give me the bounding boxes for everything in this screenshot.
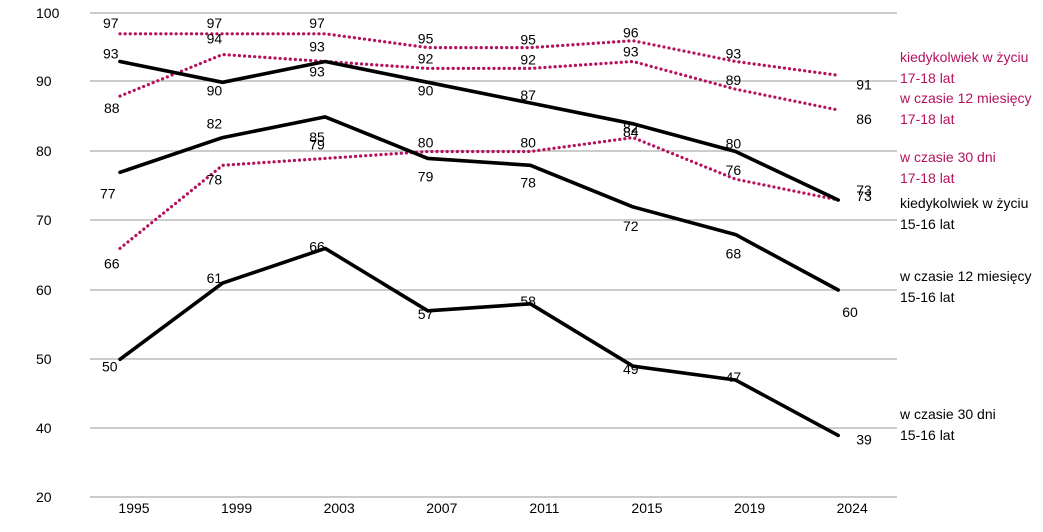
data-label-s6-1995: 50 bbox=[102, 358, 118, 374]
data-label-s6-2019: 47 bbox=[726, 369, 742, 385]
data-label-s3-1995: 66 bbox=[104, 255, 120, 271]
series-line-4 bbox=[118, 59, 841, 202]
x-tick-label-1995: 1995 bbox=[118, 500, 149, 516]
data-label-s4-2015: 84 bbox=[623, 124, 639, 140]
data-label-s1-2011: 95 bbox=[520, 32, 536, 48]
series-line-5 bbox=[118, 115, 841, 292]
data-label-s3-2019: 76 bbox=[726, 162, 742, 178]
legend-entry-4-line-1: kiedykolwiek w życiu bbox=[900, 195, 1028, 211]
data-label-s1-2003: 97 bbox=[309, 15, 325, 31]
data-label-s4-2019: 80 bbox=[726, 136, 742, 152]
data-label-s3-2007: 80 bbox=[418, 135, 434, 151]
data-label-s2-2024: 86 bbox=[856, 111, 872, 127]
y-axis-tick-labels: 20 40 50 60 70 80 90 100 bbox=[36, 5, 60, 505]
legend-entry-6-line-1: w czasie 30 dni bbox=[899, 406, 996, 422]
data-label-s5-2011: 78 bbox=[520, 174, 536, 190]
data-label-s1-2007: 95 bbox=[418, 31, 434, 47]
series-line-3 bbox=[118, 136, 840, 250]
data-label-s6-2003: 66 bbox=[309, 238, 325, 254]
data-label-s3-2011: 80 bbox=[520, 135, 536, 151]
y-tick-label-60: 60 bbox=[36, 282, 52, 298]
data-label-s2-2003: 93 bbox=[309, 38, 325, 54]
data-labels: 97 97 97 95 95 96 93 91 88 94 93 92 92 93 89 86 66 78 79 80… bbox=[100, 15, 872, 448]
data-label-s2-2011: 92 bbox=[520, 51, 536, 67]
y-tick-label-90: 90 bbox=[36, 73, 52, 89]
legend-entry-1-line-1: kiedykolwiek w życiu bbox=[900, 49, 1028, 65]
x-axis-tick-labels: 1995 1999 2003 2007 2011 2015 2019 2024 bbox=[118, 500, 868, 516]
data-label-s4-2003: 93 bbox=[309, 63, 325, 79]
data-label-s6-2015: 49 bbox=[623, 361, 639, 377]
data-label-s5-2003: 85 bbox=[309, 129, 325, 145]
x-tick-label-2011: 2011 bbox=[529, 500, 559, 516]
data-label-s1-1995: 97 bbox=[103, 15, 119, 31]
data-label-s1-2015: 96 bbox=[623, 25, 639, 41]
data-label-s5-2024: 60 bbox=[842, 304, 858, 320]
legend-entry-2-line-1: w czasie 12 miesięcy bbox=[899, 90, 1032, 106]
y-tick-label-20: 20 bbox=[36, 489, 52, 505]
legend-entry-6-line-2: 15-16 lat bbox=[900, 427, 955, 443]
data-label-s2-2015: 93 bbox=[623, 43, 639, 59]
series-lines bbox=[118, 32, 841, 438]
data-label-s1-2019: 93 bbox=[726, 45, 742, 61]
data-label-s3-2003: 79 bbox=[309, 136, 325, 152]
data-label-s5-1995: 77 bbox=[100, 185, 116, 201]
y-tick-label-80: 80 bbox=[36, 143, 52, 159]
y-tick-label-70: 70 bbox=[36, 212, 52, 228]
data-label-s6-2007: 57 bbox=[418, 306, 434, 322]
x-tick-label-2024: 2024 bbox=[837, 500, 868, 516]
data-label-s4-1995: 93 bbox=[103, 45, 119, 61]
data-label-s6-1999: 61 bbox=[207, 270, 223, 286]
legend-entry-4-line-2: 15-16 lat bbox=[900, 216, 955, 232]
data-label-s4-2011: 87 bbox=[520, 87, 536, 103]
series-line-1 bbox=[118, 32, 840, 77]
data-label-s3-2015: 82 bbox=[623, 120, 639, 136]
data-label-s1-1999: 97 bbox=[207, 15, 223, 31]
data-label-s3-1999: 78 bbox=[207, 171, 223, 187]
x-tick-label-2015: 2015 bbox=[631, 500, 662, 516]
data-label-s5-2015: 72 bbox=[623, 218, 639, 234]
data-label-s5-1999: 82 bbox=[207, 116, 223, 132]
series-line-2 bbox=[118, 52, 840, 112]
legend-entry-1-line-2: 17-18 lat bbox=[900, 70, 955, 86]
data-label-s1-2024: 91 bbox=[856, 76, 872, 92]
data-label-s2-2007: 92 bbox=[418, 50, 434, 66]
data-label-s4-1999: 90 bbox=[207, 82, 223, 98]
legend-entry-3-line-1: w czasie 30 dni bbox=[899, 149, 996, 165]
legend: kiedykolwiek w życiu 17-18 lat w czasie 12… bbox=[899, 49, 1032, 443]
data-label-s6-2024: 39 bbox=[856, 431, 872, 447]
y-tick-label-100: 100 bbox=[36, 5, 60, 21]
x-tick-label-2007: 2007 bbox=[426, 500, 457, 516]
y-tick-label-50: 50 bbox=[36, 351, 52, 367]
data-label-s3-2024: 73 bbox=[856, 182, 872, 198]
series-line-6 bbox=[118, 246, 841, 438]
legend-entry-2-line-2: 17-18 lat bbox=[900, 111, 955, 127]
data-label-s2-1995: 88 bbox=[104, 100, 120, 116]
data-label-s4-2007: 90 bbox=[418, 82, 434, 98]
data-label-s6-2011: 58 bbox=[520, 293, 536, 309]
legend-entry-5-line-2: 15-16 lat bbox=[900, 289, 955, 305]
y-tick-label-40: 40 bbox=[36, 420, 52, 436]
x-tick-label-2003: 2003 bbox=[324, 500, 355, 516]
legend-entry-3-line-2: 17-18 lat bbox=[900, 170, 955, 186]
data-label-s4-2024: 73 bbox=[856, 188, 872, 204]
data-label-s5-2019: 68 bbox=[726, 246, 742, 262]
x-tick-label-2019: 2019 bbox=[734, 500, 765, 516]
data-label-s2-1999: 94 bbox=[207, 31, 223, 47]
legend-entry-5-line-1: w czasie 12 miesięcy bbox=[899, 268, 1032, 284]
data-label-s5-2007: 79 bbox=[418, 168, 434, 184]
data-label-s2-2019: 89 bbox=[726, 72, 742, 88]
x-tick-label-1999: 1999 bbox=[221, 500, 252, 516]
